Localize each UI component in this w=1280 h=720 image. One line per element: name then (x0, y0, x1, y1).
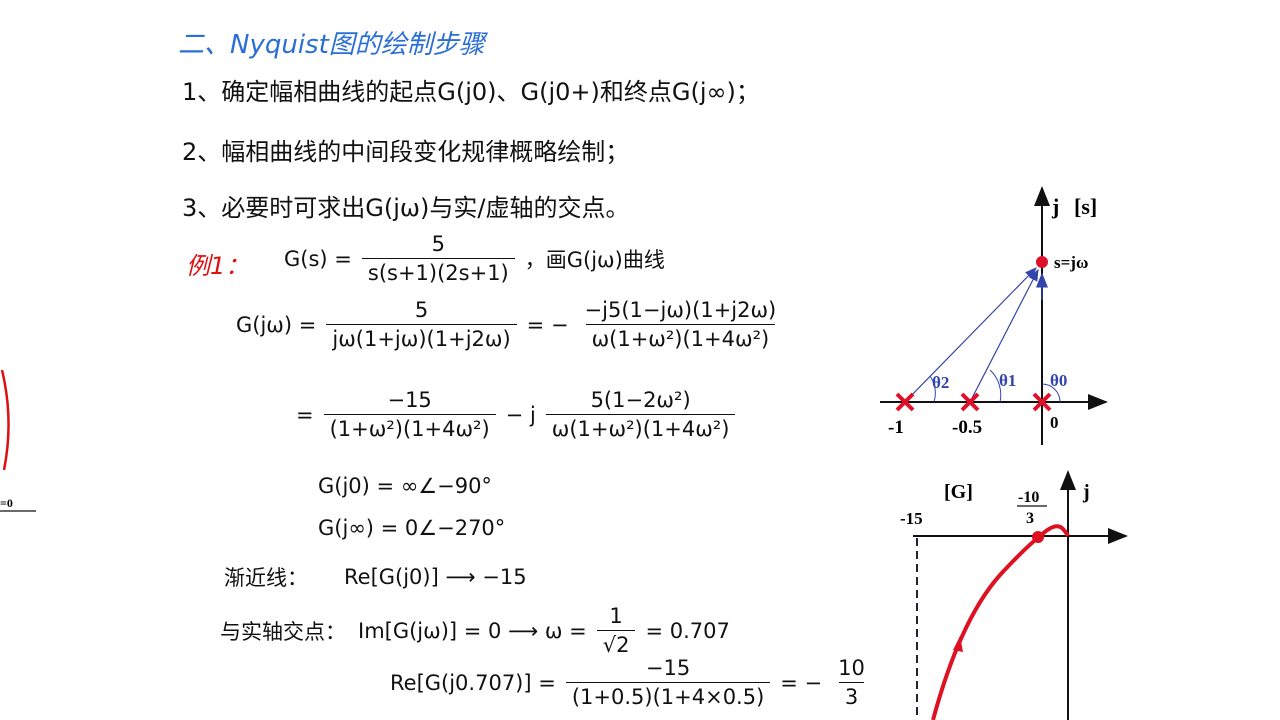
s-plane: j [s] s=jω θ2 θ1 θ0 -1 -0.5 0 (880, 186, 1108, 445)
numerator: 5 (431, 232, 445, 256)
denominator: jω(1+jω)(1+j2ω) (326, 324, 517, 351)
denominator: s(s+1)(2s+1) (361, 258, 515, 285)
red-arc-fragment (0, 369, 10, 471)
crossing-value: = 0.707 (645, 618, 730, 643)
real-axis-crossing-point (1032, 531, 1044, 543)
result-fraction: 10 3 (832, 656, 871, 709)
example-label: 例1： (186, 252, 250, 280)
real-axis-crossing: 与实轴交点： Im[G(jω)] = 0 ⟶ ω = 1 √2 = 0.707 (220, 604, 730, 657)
g-jinf: G(j∞) = 0∠−270° (318, 516, 506, 540)
s-axis-label: j (1051, 194, 1059, 219)
denominator: (1+0.5)(1+4×0.5) (565, 682, 771, 709)
pole-markers (895, 392, 1052, 412)
asymptote-tick-label: -15 (900, 509, 923, 528)
gs-tail: ，画G(jω)曲线 (524, 247, 665, 272)
vector-from-minus-0.5 (969, 268, 1039, 403)
s-point-label: s=jω (1054, 253, 1088, 272)
theta1-label: θ1 (999, 371, 1016, 390)
asymptote-label: 渐近线： (224, 566, 308, 590)
denominator: √2 (596, 630, 636, 657)
denominator: 3 (838, 682, 865, 709)
g-plane-label: [G] (944, 481, 973, 503)
equals-minus: = − (780, 670, 823, 695)
numerator: −15 (645, 656, 691, 680)
gjw-lhs: G(jω) = (236, 312, 317, 337)
numerator: −15 (387, 388, 432, 412)
re-im-equation: = −15 (1+ω²)(1+4ω²) − j 5(1−2ω²) ω(1+ω²)(1… (296, 388, 739, 441)
step-2: 2、幅相曲线的中间段变化规律概略绘制； (182, 138, 630, 166)
numerator: −j5(1−jω)(1+j2ω) (584, 298, 777, 322)
pole-label: 0 (1050, 413, 1059, 432)
omega-fraction: 1 √2 (596, 604, 636, 657)
g-j0: G(j0) = ∞∠−90° (318, 474, 492, 498)
s-point (1036, 256, 1048, 268)
pole-0 (1032, 392, 1052, 412)
nyquist-curve (931, 524, 1070, 720)
section-title: 二、Nyquist图的绘制步骤 (178, 30, 485, 60)
gs-lhs: G(s) = (284, 246, 352, 271)
numerator: 5(1−2ω²) (590, 388, 691, 412)
crossing-label: 与实轴交点： (220, 619, 346, 644)
theta1-arc (989, 369, 1002, 403)
re-lhs: Re[G(j0.707)] = (390, 670, 556, 695)
pole-label: -1 (888, 417, 904, 438)
asymptote-line: 渐近线： Re[G(j0)] ⟶ −15 (224, 562, 527, 592)
re-fraction: −15 (1+0.5)(1+4×0.5) (565, 656, 771, 709)
vector-from-minus-1 (904, 267, 1037, 403)
denominator: (1+ω²)(1+4ω²) (323, 414, 496, 441)
minus-j: − j (505, 402, 536, 427)
step-1: 1、确定幅相曲线的起点G(j0)、G(j0+)和终点G(j∞)； (182, 78, 760, 106)
imag-part-fraction: 5(1−2ω²) ω(1+ω²)(1+4ω²) (545, 388, 736, 441)
equals: = (296, 402, 314, 427)
step-3: 3、必要时可求出G(jω)与实/虚轴的交点。 (182, 194, 630, 222)
numerator: 10 (838, 656, 865, 680)
gjw-fraction: 5 jω(1+jω)(1+j2ω) (326, 298, 517, 351)
curve-direction-arrow (953, 636, 963, 652)
theta2-label: θ2 (932, 373, 949, 392)
equals-minus: = − (526, 312, 569, 337)
real-part-fraction: −15 (1+ω²)(1+4ω²) (323, 388, 496, 441)
numerator: 1 (609, 604, 623, 628)
numerator: 5 (414, 298, 429, 322)
crossing-den-label: 3 (1026, 510, 1034, 527)
pole-minus-1 (895, 392, 915, 412)
theta0-label: θ0 (1050, 371, 1067, 390)
theta0-arc (1041, 383, 1061, 403)
denominator: ω(1+ω²)(1+4ω²) (545, 414, 736, 441)
crossing-num-label: -10 (1018, 489, 1039, 506)
denominator: ω(1+ω²)(1+4ω²) (585, 324, 776, 351)
s-plane-label: [s] (1074, 194, 1097, 219)
transfer-function: G(s) = 5 s(s+1)(2s+1) ，画G(jω)曲线 (284, 232, 665, 285)
crossing-real-value: Re[G(j0.707)] = −15 (1+0.5)(1+4×0.5) = − … (390, 656, 875, 709)
edge-text: =0 (0, 496, 13, 510)
gs-fraction: 5 s(s+1)(2s+1) (361, 232, 515, 285)
g-axis-label: j (1082, 481, 1090, 503)
gjw2-fraction: −j5(1−jω)(1+j2ω) ω(1+ω²)(1+4ω²) (579, 298, 783, 351)
pole-minus-0.5 (960, 392, 980, 412)
asymptote-expr: Re[G(j0)] ⟶ −15 (344, 565, 527, 589)
left-edge-fragment: =0 (0, 369, 36, 512)
pole-label: -0.5 (952, 417, 982, 438)
gjw-equation: G(jω) = 5 jω(1+jω)(1+j2ω) = − −j5(1−jω)(1… (236, 298, 786, 351)
crossing-expr: Im[G(jω)] = 0 ⟶ ω = (358, 618, 587, 643)
g-plane: j [G] -15 -10 3 (900, 470, 1128, 720)
theta2-arc (929, 375, 936, 403)
